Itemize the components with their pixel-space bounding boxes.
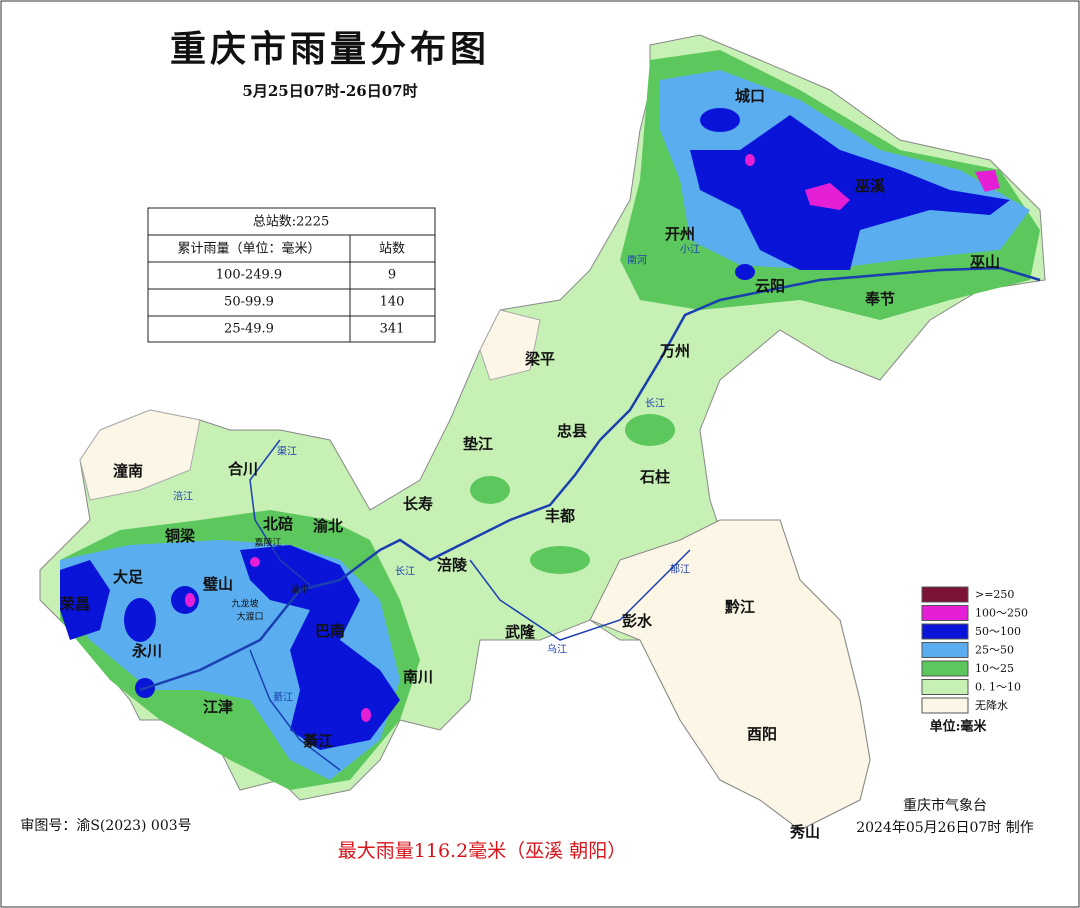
river-label: 长江 <box>395 566 415 578</box>
qi-river <box>249 649 341 771</box>
table-range: 25-49.9 <box>224 322 274 337</box>
yangtze-river <box>139 266 1041 692</box>
district-label: 荣昌 <box>59 595 90 613</box>
legend-swatch <box>921 697 969 714</box>
river-label: 綦江 <box>273 691 293 704</box>
district-label: 璧山 <box>203 575 233 593</box>
district-label: 綦江 <box>302 732 333 750</box>
legend-swatch <box>921 605 969 621</box>
district-label: 石柱 <box>639 468 670 486</box>
river-label: 渠江 <box>277 446 297 458</box>
legend-label: 100～250 <box>975 607 1028 620</box>
district-label: 黔江 <box>725 598 755 616</box>
table-header: 站数 <box>379 242 405 257</box>
small-label: 渝中 <box>291 584 309 596</box>
district-label: 武隆 <box>505 623 536 641</box>
map-title: 重庆市雨量分布图 <box>170 28 490 70</box>
district-label: 奉节 <box>864 290 895 308</box>
table-header: 累计雨量（单位：毫米） <box>177 241 320 257</box>
made-time: 2024年05月26日07时 制作 <box>856 820 1034 836</box>
small-label: 嘉陵江 <box>254 537 281 549</box>
legend-swatch <box>921 623 969 640</box>
rain-50-100 <box>60 108 1010 750</box>
agency: 重庆市气象台 <box>903 797 987 814</box>
district-label: 云阳 <box>755 277 785 295</box>
district-label: 涪陵 <box>437 556 468 574</box>
river-label: 南河 <box>627 254 647 267</box>
rain-100-250 <box>185 154 1000 722</box>
district-label: 铜梁 <box>165 527 196 545</box>
dry-area <box>589 519 871 831</box>
district-label: 渝北 <box>313 517 343 535</box>
table-count: 9 <box>388 268 396 283</box>
legend-label: 50～100 <box>975 625 1021 638</box>
table-title: 总站数:2225 <box>253 215 329 230</box>
district-label: 垫江 <box>463 435 493 453</box>
district-label: 潼南 <box>113 462 143 480</box>
district-label: 彭水 <box>622 612 653 630</box>
max-rainfall: 最大雨量116.2毫米（巫溪 朝阳） <box>338 840 626 862</box>
table-range: 100-249.9 <box>216 268 282 283</box>
district-label: 长寿 <box>403 495 433 513</box>
map-subtitle: 5月25日07时-26日07时 <box>242 82 417 100</box>
district-label: 合川 <box>227 460 258 478</box>
dry-area <box>79 409 201 501</box>
district-label: 万州 <box>659 342 690 360</box>
legend-label: 无降水 <box>975 698 1008 712</box>
river-label: 乌江 <box>547 643 567 656</box>
district-label: 巫溪 <box>855 177 886 195</box>
district-label: 北碚 <box>263 515 293 533</box>
river-label: 长江 <box>645 398 665 410</box>
district-label: 大足 <box>113 568 144 586</box>
district-label: 梁平 <box>524 350 555 368</box>
district-label: 南川 <box>403 668 433 686</box>
wu-river <box>469 549 691 641</box>
jialing-river <box>249 439 311 586</box>
legend-label: 0. 1～10 <box>975 681 1021 694</box>
legend-swatch <box>921 586 969 603</box>
district-label: 城口 <box>735 87 765 105</box>
small-label: 大渡口 <box>236 611 263 623</box>
table-count: 140 <box>380 295 405 310</box>
station-table <box>147 207 436 343</box>
district-label: 江津 <box>203 698 233 716</box>
dry-area <box>479 309 541 381</box>
river-label: 小江 <box>680 244 700 256</box>
legend-swatch <box>921 642 969 658</box>
review-number: 审图号：渝S(2023) 003号 <box>20 818 191 834</box>
river-label: 郁江 <box>670 563 690 576</box>
table-range: 50-99.9 <box>224 295 274 310</box>
district-label: 巴南 <box>315 622 345 640</box>
district-label: 忠县 <box>557 422 587 440</box>
legend-label: >=250 <box>975 588 1014 601</box>
table-count: 341 <box>380 322 405 337</box>
district-label: 永川 <box>131 642 162 660</box>
legend-swatch <box>921 660 969 677</box>
legend-label: 10～25 <box>975 662 1014 675</box>
small-label: 九龙坡 <box>231 598 258 610</box>
district-label: 酉阳 <box>747 725 777 743</box>
legend-unit: 单位:毫米 <box>930 719 988 735</box>
district-label: 巫山 <box>970 253 1000 271</box>
district-label: 丰都 <box>545 507 575 525</box>
river-label: 涪江 <box>173 490 193 503</box>
district-label: 秀山 <box>789 823 820 841</box>
legend-label: 25～50 <box>975 644 1014 657</box>
legend-swatch <box>921 679 969 695</box>
district-label: 开州 <box>665 225 695 243</box>
